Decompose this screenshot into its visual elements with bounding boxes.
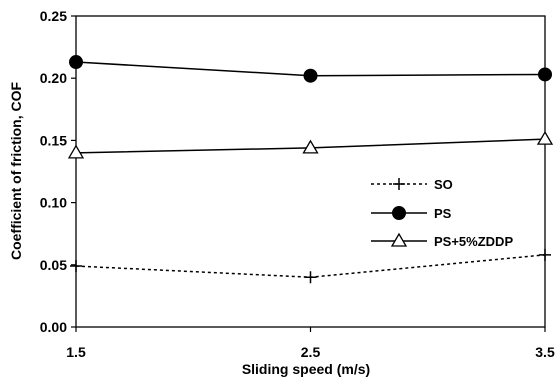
legend-label-0: SO <box>434 177 453 192</box>
legend-label-1: PS <box>434 206 452 221</box>
y-tick-label: 0.15 <box>40 132 67 148</box>
series-1-point <box>538 67 552 82</box>
y-tick-label: 0.20 <box>40 70 67 86</box>
series-2-point <box>536 130 554 145</box>
series-2-point <box>67 144 85 159</box>
series-markers <box>67 55 554 284</box>
series-1-point <box>303 68 318 83</box>
legend-marker-0 <box>393 178 405 190</box>
series-2-point <box>302 139 319 154</box>
y-tick-label: 0.00 <box>40 319 67 335</box>
legend-marker-2 <box>390 232 408 247</box>
y-ticks: 0.00 0.05 0.10 0.15 0.20 0.25 <box>40 8 76 335</box>
x-ticks: 1.5 2.5 3.5 <box>66 327 555 360</box>
series-1-point <box>69 55 83 70</box>
y-tick-label: 0.05 <box>40 257 67 273</box>
y-tick-label: 0.25 <box>40 8 67 24</box>
series-0-point <box>304 271 317 284</box>
legend: SO PS PS+5%ZDDP <box>371 177 513 249</box>
x-axis-label: Sliding speed (m/s) <box>242 361 370 377</box>
x-tick-label: 3.5 <box>535 344 555 360</box>
series-0-point <box>70 260 82 273</box>
y-axis-label: Coefficient of friction, COF <box>8 82 24 261</box>
series-0-point <box>539 248 551 261</box>
legend-label-2: PS+5%ZDDP <box>434 234 513 249</box>
x-tick-label: 1.5 <box>66 344 86 360</box>
y-tick-label: 0.10 <box>40 195 67 211</box>
legend-marker-1 <box>392 206 406 220</box>
x-tick-label: 2.5 <box>301 344 321 360</box>
